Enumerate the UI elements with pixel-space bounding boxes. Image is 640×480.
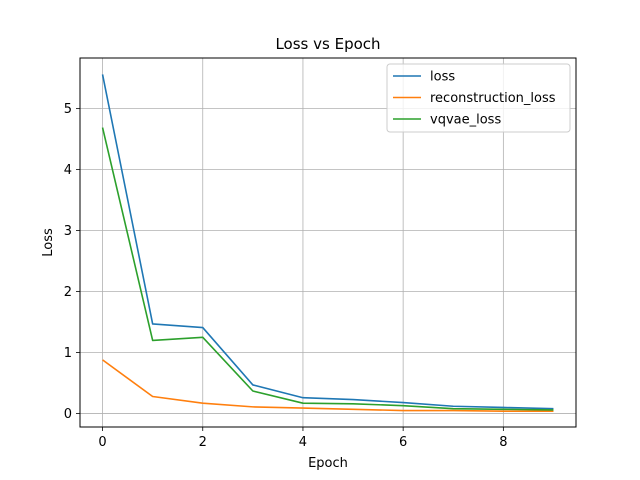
legend: loss reconstruction_loss vqvae_loss (386, 63, 571, 133)
legend-label-reconstruction-loss: reconstruction_loss (430, 91, 556, 106)
legend-box (386, 63, 571, 133)
series-line-loss (101, 74, 554, 410)
series-line-reconstruction-loss (102, 359, 554, 412)
x-tick-label: 6 (399, 435, 407, 450)
y-tick-label: 5 (64, 102, 72, 117)
y-axis-label: Loss (41, 228, 56, 257)
x-tick-label: 8 (499, 435, 507, 450)
axis-ticks: 0 2 4 6 8 0 1 2 3 4 5 (64, 102, 508, 450)
series-lines (101, 74, 554, 412)
series-line-vqvae-loss (101, 127, 554, 411)
y-tick-label: 2 (64, 285, 72, 300)
legend-label-vqvae-loss: vqvae_loss (430, 113, 501, 128)
x-tick-label: 4 (299, 435, 307, 450)
x-axis-label: Epoch (308, 456, 348, 471)
x-tick-label: 0 (98, 435, 106, 450)
x-tick-label: 2 (199, 435, 207, 450)
y-tick-label: 1 (64, 346, 72, 361)
y-tick-label: 0 (64, 407, 72, 422)
y-tick-label: 4 (64, 163, 72, 178)
chart-title: Loss vs Epoch (275, 35, 380, 53)
y-tick-label: 3 (64, 224, 72, 239)
plot-frame (79, 57, 577, 428)
legend-label-loss: loss (430, 70, 455, 85)
